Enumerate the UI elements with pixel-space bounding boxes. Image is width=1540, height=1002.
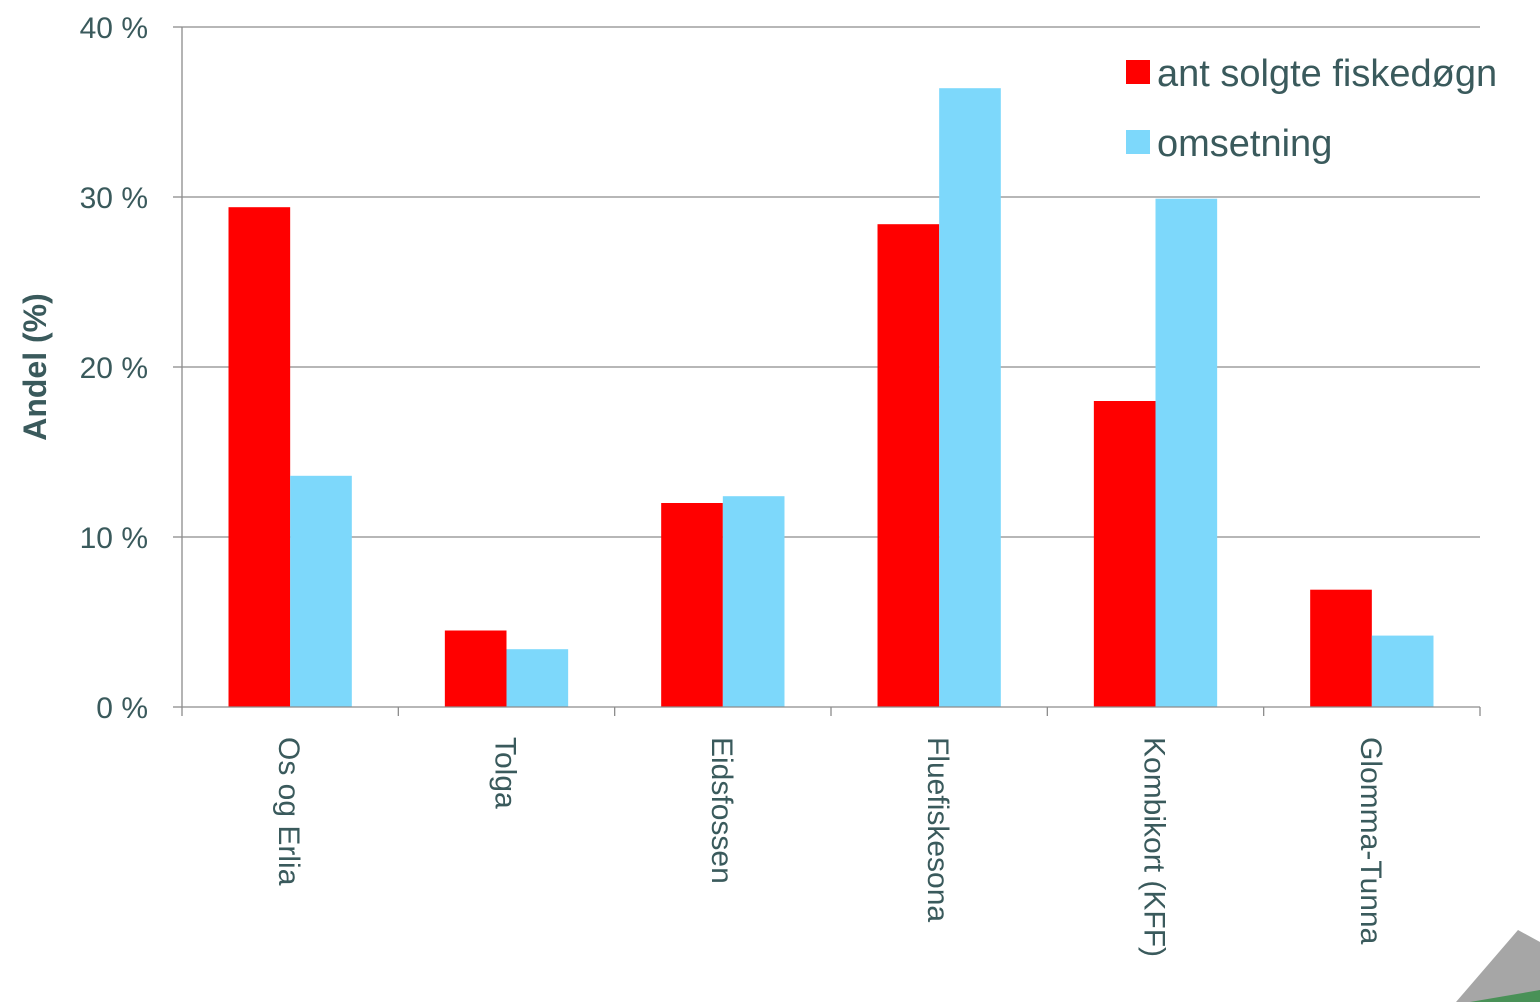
bar-fiskedogn (444, 630, 507, 707)
bar-fiskedogn (1093, 401, 1156, 707)
legend-label: omsetning (1157, 123, 1332, 165)
bar-omsetning (506, 649, 569, 707)
y-axis-title: Andel (%) (17, 293, 53, 441)
bar-omsetning (722, 496, 785, 707)
legend-swatch (1126, 60, 1150, 84)
y-tick-label: 0 % (96, 692, 148, 725)
x-category-label: Kombikort (KFF) (1138, 737, 1171, 957)
bar-fiskedogn (228, 207, 291, 707)
bars (228, 88, 1434, 707)
y-tick-label: 20 % (80, 352, 148, 385)
x-category-label: Eidsfossen (705, 737, 738, 884)
bar-fiskedogn (661, 503, 723, 707)
bar-omsetning (939, 88, 1001, 707)
x-category-label: Glomma-Tunna (1354, 737, 1387, 945)
gridlines (182, 26, 1480, 538)
legend-label: ant solgte fiskedøgn (1157, 53, 1497, 95)
x-category-label: Os og Erlia (272, 737, 305, 886)
legend: ant solgte fiskedøgn omsetning (1126, 53, 1497, 165)
legend-swatch (1126, 130, 1150, 154)
x-category-label: Fluefiskesona (921, 737, 954, 922)
tick-labels: 0 % 10 % 20 % 30 % 40 % Os og Erlia Tolga Eidsf… (80, 12, 1387, 957)
y-tick-label: 10 % (80, 522, 148, 555)
bar-omsetning (1371, 635, 1434, 707)
axes (173, 26, 1481, 716)
y-tick-label: 30 % (80, 182, 148, 215)
triangle-logo-icon (1456, 930, 1540, 1002)
bar-fiskedogn (1310, 589, 1372, 707)
bar-omsetning (290, 475, 352, 707)
y-tick-label: 40 % (80, 12, 148, 45)
x-category-label: Tolga (489, 737, 522, 809)
bar-omsetning (1155, 198, 1218, 707)
bar-fiskedogn (877, 224, 940, 707)
